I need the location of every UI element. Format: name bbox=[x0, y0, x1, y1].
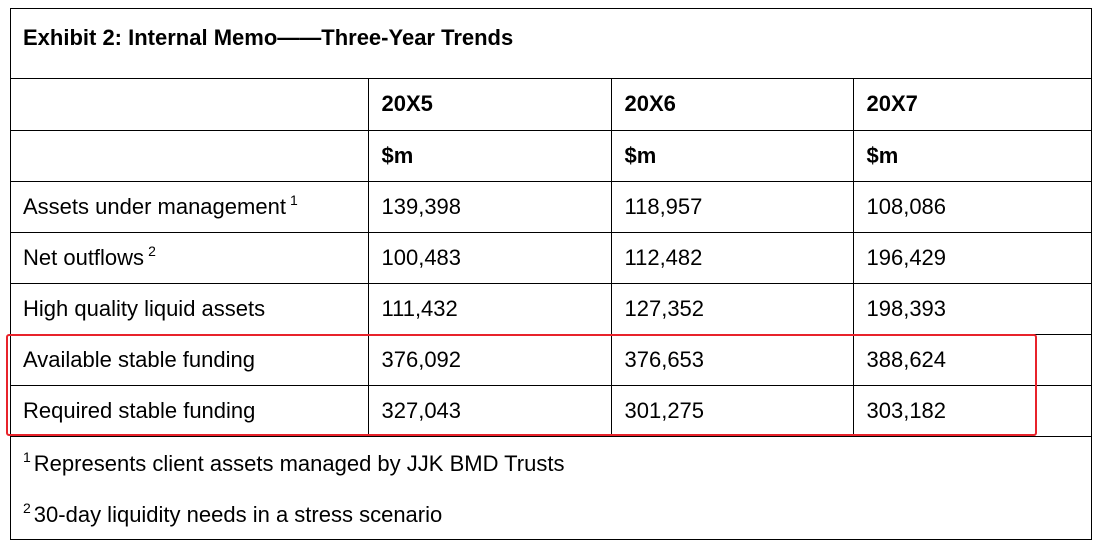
table-row-highlighted: Required stable funding 327,043 301,275 … bbox=[11, 384, 1092, 437]
footnote-marker: 2 bbox=[23, 500, 31, 516]
row-label: High quality liquid assets bbox=[23, 295, 266, 321]
row-label-cell: Available stable funding bbox=[11, 333, 369, 386]
row-label-cell: Assets under management 1 bbox=[11, 180, 369, 233]
table-row: Assets under management 1 139,398 118,957… bbox=[11, 180, 1092, 233]
footnote-text: 30-day liquidity needs in a stress scena… bbox=[33, 502, 443, 527]
table-row-highlighted: Available stable funding 376,092 376,653… bbox=[11, 333, 1092, 386]
value-cell: 111,432 bbox=[367, 282, 612, 335]
row-label-cell: High quality liquid assets bbox=[11, 282, 369, 335]
value-cell: 100,483 bbox=[367, 231, 612, 284]
footnote-2: 2 30-day liquidity needs in a stress scen… bbox=[11, 487, 1091, 538]
value-cell: 388,624 bbox=[852, 333, 1092, 386]
header-year-20x5: 20X5 bbox=[367, 79, 612, 131]
table-row: Net outflows 2 100,483 112,482 196,429 bbox=[11, 231, 1092, 284]
three-year-trends-table: 20X5 20X6 20X7 $m $m $m Assets under man… bbox=[11, 79, 1092, 437]
header-blank-cell bbox=[11, 79, 369, 131]
value-cell: 376,653 bbox=[610, 333, 854, 386]
unit-label: $m bbox=[610, 129, 854, 182]
value-cell: 112,482 bbox=[610, 231, 854, 284]
row-label-cell: Required stable funding bbox=[11, 384, 369, 437]
footnotes: 1 Represents client assets managed by JJK… bbox=[11, 436, 1091, 538]
header-year-20x6: 20X6 bbox=[610, 79, 854, 131]
exhibit-panel: Exhibit 2: Internal Memo——Three-Year Tre… bbox=[10, 8, 1092, 540]
footnote-text: Represents client assets managed by JJK … bbox=[33, 451, 565, 476]
header-year-20x7: 20X7 bbox=[852, 79, 1092, 131]
footnote-marker: 1 bbox=[23, 449, 31, 465]
row-label: Net outflows bbox=[23, 244, 145, 270]
value-cell: 327,043 bbox=[367, 384, 612, 437]
value-cell: 376,092 bbox=[367, 333, 612, 386]
header-row-years: 20X5 20X6 20X7 bbox=[11, 79, 1092, 131]
footnote-1: 1 Represents client assets managed by JJK… bbox=[11, 436, 1091, 487]
value-cell: 139,398 bbox=[367, 180, 612, 233]
header-blank-cell bbox=[11, 129, 369, 182]
value-cell: 108,086 bbox=[852, 180, 1092, 233]
header-row-units: $m $m $m bbox=[11, 129, 1092, 182]
row-label: Required stable funding bbox=[23, 397, 256, 423]
value-cell: 301,275 bbox=[610, 384, 854, 437]
row-label: Assets under management bbox=[23, 193, 286, 219]
exhibit-title: Exhibit 2: Internal Memo——Three-Year Tre… bbox=[11, 9, 1091, 79]
row-label-cell: Net outflows 2 bbox=[11, 231, 369, 284]
footnote-marker: 1 bbox=[289, 191, 298, 208]
unit-label: $m bbox=[852, 129, 1092, 182]
value-cell: 196,429 bbox=[852, 231, 1092, 284]
table-row: High quality liquid assets 111,432 127,3… bbox=[11, 282, 1092, 335]
value-cell: 127,352 bbox=[610, 282, 854, 335]
value-cell: 303,182 bbox=[852, 384, 1092, 437]
unit-label: $m bbox=[367, 129, 612, 182]
value-cell: 118,957 bbox=[610, 180, 854, 233]
footnote-marker: 2 bbox=[148, 242, 156, 259]
row-label: Available stable funding bbox=[23, 346, 255, 372]
value-cell: 198,393 bbox=[852, 282, 1092, 335]
